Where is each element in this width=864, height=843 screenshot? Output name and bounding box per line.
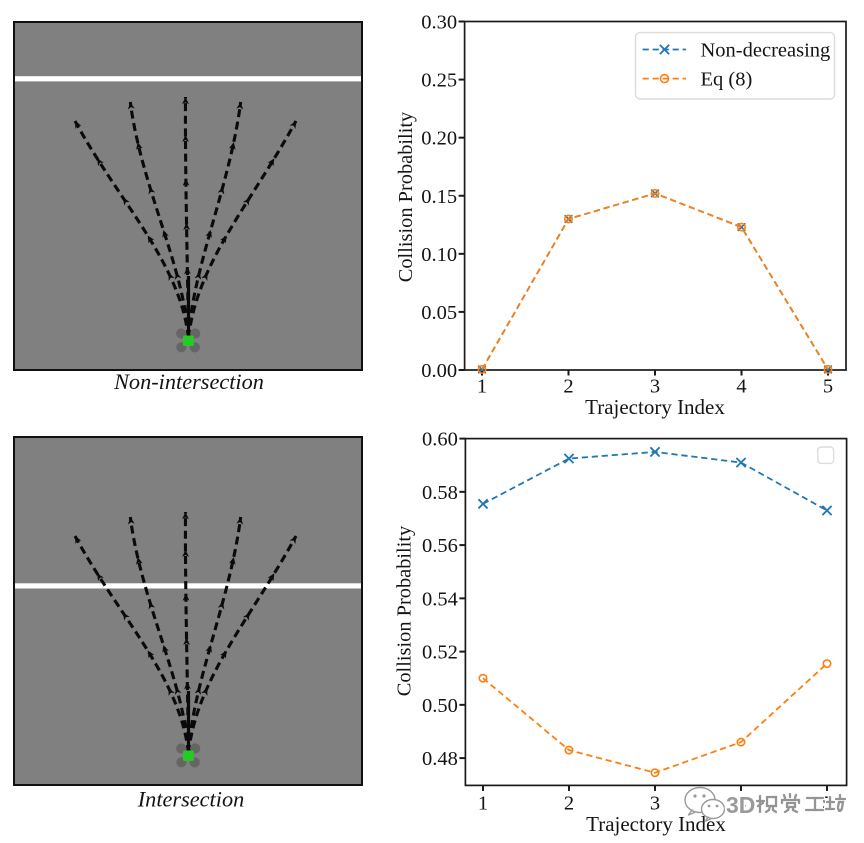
svg-text:0.50: 0.50 (422, 695, 458, 717)
svg-text:1: 1 (477, 376, 487, 398)
svg-text:1: 1 (478, 793, 488, 815)
svg-text:4: 4 (736, 376, 746, 398)
svg-text:Intersection: Intersection (137, 787, 245, 812)
svg-text:0.30: 0.30 (421, 12, 457, 34)
svg-text:Trajectory Index: Trajectory Index (585, 395, 725, 419)
svg-text:Non-decreasing: Non-decreasing (701, 40, 831, 62)
svg-text:0.25: 0.25 (421, 70, 457, 92)
svg-text:Eq (8): Eq (8) (701, 69, 753, 91)
svg-text:0.15: 0.15 (421, 186, 457, 208)
svg-text:Collision Probability: Collision Probability (394, 525, 416, 696)
svg-text:0.20: 0.20 (421, 128, 457, 150)
svg-text:0.05: 0.05 (421, 302, 457, 324)
svg-text:0.00: 0.00 (421, 360, 457, 382)
svg-text:2: 2 (563, 376, 573, 398)
svg-text:5: 5 (823, 376, 833, 398)
svg-text:0.58: 0.58 (422, 482, 458, 504)
svg-text:Collision Probability: Collision Probability (395, 111, 417, 282)
svg-text:3: 3 (650, 793, 660, 815)
svg-text:Trajectory Index: Trajectory Index (586, 812, 726, 836)
svg-text:3: 3 (650, 376, 660, 398)
svg-text:4: 4 (736, 793, 746, 815)
svg-text:2: 2 (564, 793, 574, 815)
svg-text:0.54: 0.54 (422, 588, 458, 610)
svg-text:Non-intersection: Non-intersection (113, 369, 264, 394)
svg-text:0.48: 0.48 (422, 748, 458, 770)
svg-text:3D: 3D (726, 792, 755, 818)
svg-text:0.10: 0.10 (421, 244, 457, 266)
svg-text:0.60: 0.60 (422, 429, 458, 451)
svg-text:0.52: 0.52 (422, 642, 458, 664)
svg-text:0.56: 0.56 (422, 535, 458, 557)
